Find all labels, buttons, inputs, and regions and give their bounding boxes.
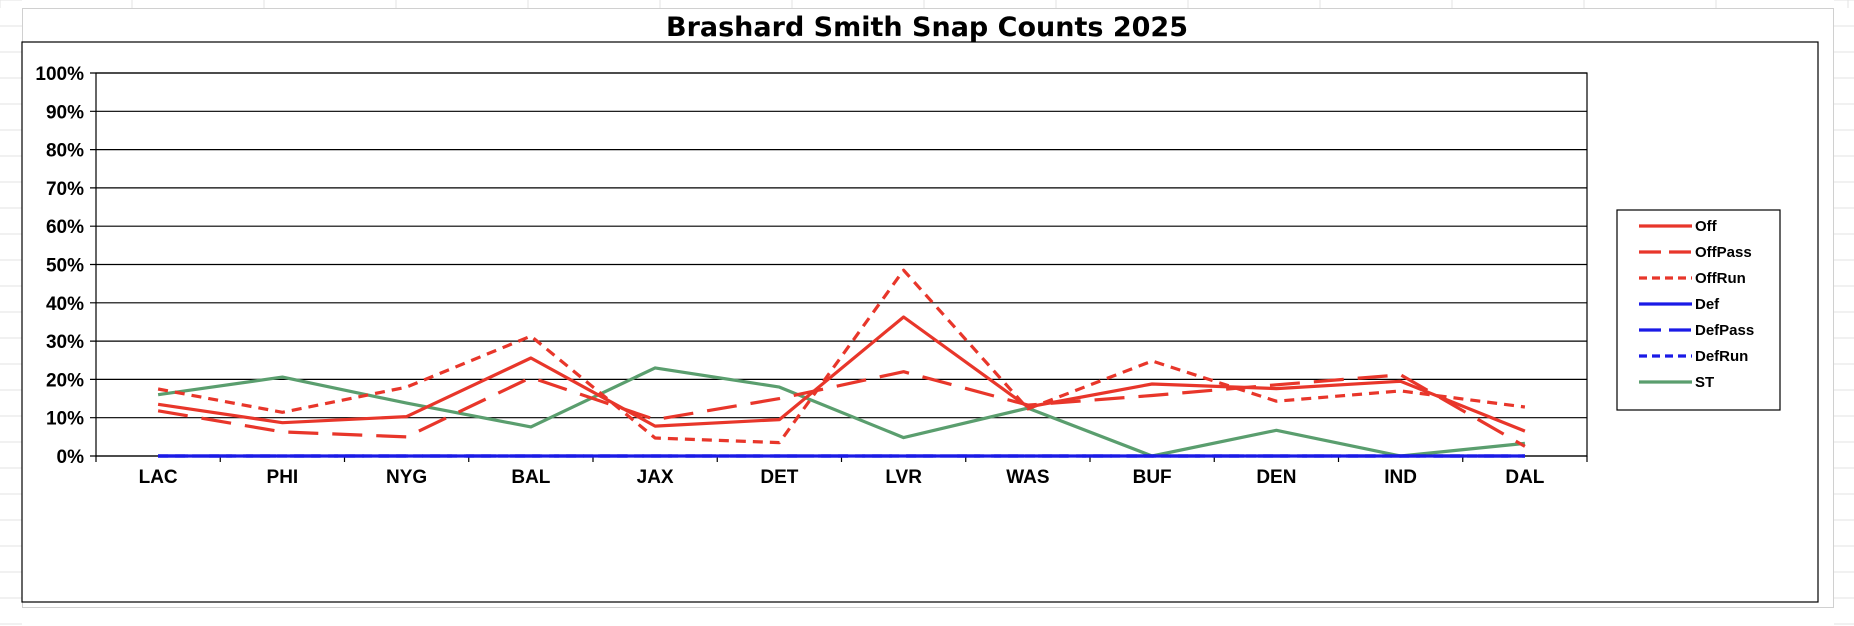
y-tick-label: 10% bbox=[46, 409, 84, 430]
chart-area-border bbox=[21, 41, 1819, 603]
legend-label-offrun: OffRun bbox=[1695, 270, 1746, 287]
legend-label-off: Off bbox=[1695, 218, 1718, 235]
legend-label-st: ST bbox=[1695, 374, 1714, 391]
legend: Off OffPass OffRun Def DefPass DefRun ST bbox=[1616, 209, 1781, 411]
legend-label-defpass: DefPass bbox=[1695, 322, 1754, 339]
x-tick-label: WAS bbox=[1006, 467, 1049, 488]
series-st bbox=[157, 366, 1526, 458]
y-tick-label: 30% bbox=[46, 332, 84, 353]
gridlines bbox=[90, 72, 1588, 457]
x-tick-label: IND bbox=[1384, 467, 1417, 488]
x-tick-label: DET bbox=[760, 467, 798, 488]
y-tick-label: 70% bbox=[46, 179, 84, 200]
legend-box bbox=[1616, 209, 1781, 411]
y-axis-ticks: 0% 10% 20% 30% 40% 50% 60% 70% 80% 90% 100% bbox=[35, 64, 84, 468]
series-offpass bbox=[157, 370, 1526, 448]
y-tick-label: 100% bbox=[35, 64, 84, 85]
y-tick-label: 60% bbox=[46, 217, 84, 238]
x-tick-label: DAL bbox=[1505, 467, 1544, 488]
x-tick-label: JAX bbox=[637, 467, 674, 488]
x-tick-label: LAC bbox=[139, 467, 178, 488]
x-tick-label: DEN bbox=[1256, 467, 1296, 488]
y-tick-label: 20% bbox=[46, 370, 84, 391]
series-lines bbox=[157, 268, 1526, 458]
legend-label-offpass: OffPass bbox=[1695, 244, 1752, 261]
series-off bbox=[157, 315, 1526, 433]
x-tick-label: LVR bbox=[885, 467, 922, 488]
x-tick-label: BAL bbox=[511, 467, 550, 488]
y-tick-label: 50% bbox=[46, 256, 84, 277]
x-tick-label: NYG bbox=[386, 467, 427, 488]
legend-label-def: Def bbox=[1695, 296, 1720, 313]
y-tick-label: 0% bbox=[57, 447, 85, 468]
x-tick-label: PHI bbox=[267, 467, 299, 488]
chart-title: Brashard Smith Snap Counts 2025 bbox=[666, 12, 1188, 43]
x-axis-ticks: LAC PHI NYG BAL JAX DET LVR WAS BUF DEN IND DAL bbox=[95, 456, 1588, 488]
y-tick-label: 90% bbox=[46, 102, 84, 123]
x-tick-label: BUF bbox=[1133, 467, 1172, 488]
legend-label-defrun: DefRun bbox=[1695, 348, 1748, 365]
y-tick-label: 80% bbox=[46, 141, 84, 162]
y-tick-label: 40% bbox=[46, 294, 84, 315]
